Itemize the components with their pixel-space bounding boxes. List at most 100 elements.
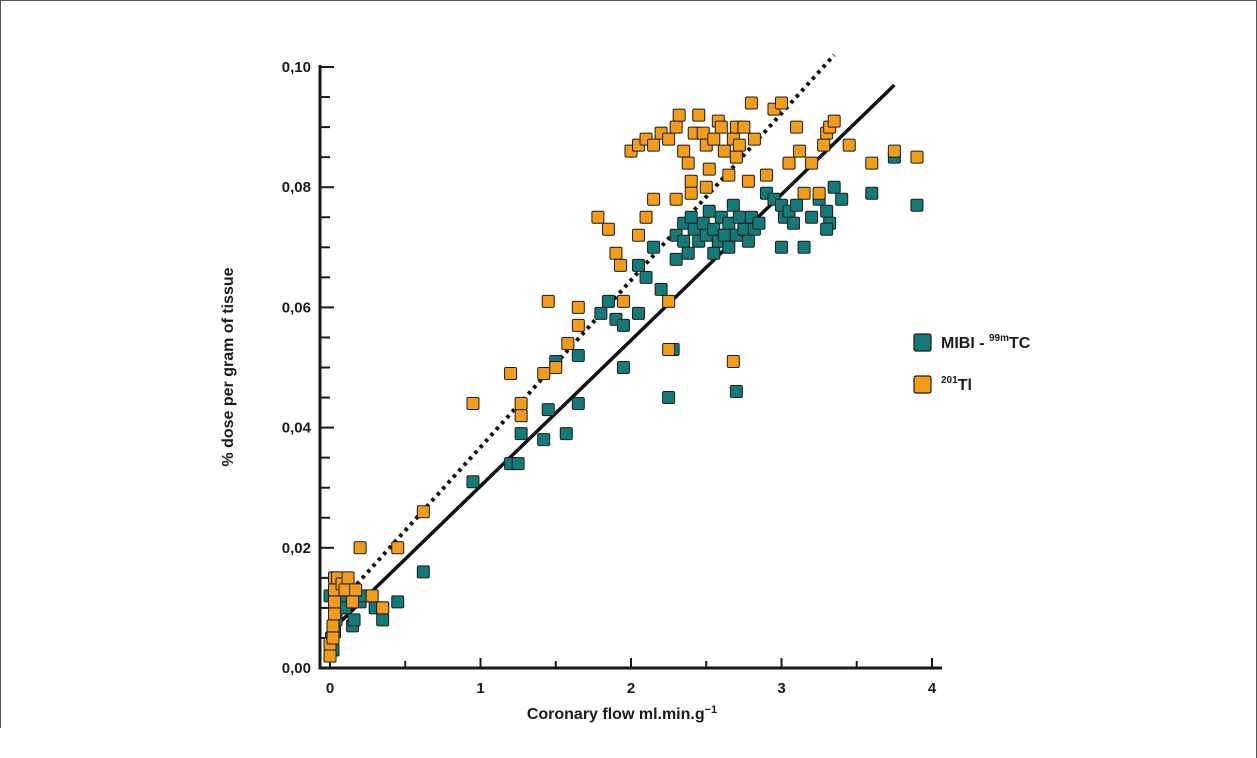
thallium-point (793, 144, 807, 158)
mibi-point (654, 282, 668, 296)
thallium-point (684, 174, 698, 188)
mibi-point (601, 294, 615, 308)
mibi-point (647, 240, 661, 254)
thallium-point (416, 505, 430, 519)
thallium-point (744, 96, 758, 110)
mibi-point (805, 210, 819, 224)
thallium-point (827, 114, 841, 128)
mibi-point (820, 204, 834, 218)
mibi-point (787, 216, 801, 230)
thallium-point (326, 619, 340, 633)
thallium-point (910, 150, 924, 164)
thallium-point (514, 397, 528, 411)
mibi-point (797, 240, 811, 254)
mibi-point (616, 318, 630, 332)
thallium-point (662, 132, 676, 146)
thallium-point (887, 144, 901, 158)
thallium-point (349, 583, 363, 597)
mibi-point (571, 348, 585, 362)
thallium-point (747, 132, 761, 146)
thallium-point (707, 132, 721, 146)
mibi-point (662, 391, 676, 405)
x-axis-title-sup: −1 (705, 704, 718, 716)
mibi-point (835, 192, 849, 206)
thallium-point (681, 156, 695, 170)
thallium-point (669, 192, 683, 206)
thallium-point (391, 541, 405, 555)
thallium-point (323, 649, 337, 663)
x-axis-title: Coronary flow ml.min.g−1 (527, 704, 717, 723)
legend: MIBI - 99mTC 201Tl (913, 333, 1031, 394)
y-axis-title: % dose per gram of tissue (220, 267, 237, 466)
mibi-point (827, 180, 841, 194)
thallium-point (537, 367, 551, 381)
thallium-point (692, 108, 706, 122)
thallium-point (647, 192, 661, 206)
thallium-point (616, 294, 630, 308)
thallium-point (613, 258, 627, 272)
thallium-point (328, 607, 342, 621)
thallium-point (669, 120, 683, 134)
thallium-point (591, 210, 605, 224)
mibi-point (639, 270, 653, 284)
axes (318, 65, 942, 670)
thallium-point (741, 174, 755, 188)
thallium-point (790, 120, 804, 134)
thallium-point (609, 246, 623, 260)
thallium-point (684, 186, 698, 200)
mibi-point (732, 210, 746, 224)
mibi-point (632, 306, 646, 320)
thallium-point (647, 138, 661, 152)
mibi-point (729, 385, 743, 399)
mibi-point (702, 204, 716, 218)
mibi-point (559, 427, 573, 441)
data-points (323, 96, 924, 663)
thallium-point (504, 367, 518, 381)
mibi-point (416, 565, 430, 579)
thallium-point (726, 354, 740, 368)
thallium-point (662, 294, 676, 308)
thallium-point (699, 180, 713, 194)
y-tick-label: 0,04 (282, 420, 312, 437)
thallium-point (466, 397, 480, 411)
mibi-point (632, 258, 646, 272)
mibi-point (820, 222, 834, 236)
regression-line-solid (328, 83, 896, 634)
mibi-point (537, 433, 551, 447)
thallium-point (549, 361, 563, 374)
thallium-point (601, 222, 615, 236)
mibi-point (514, 427, 528, 441)
tick-labels: 0,00 0,02 0,04 0,06 0,08 0,10 0 1 2 3 4 (282, 59, 937, 697)
mibi-point (790, 198, 804, 212)
thallium-point (571, 318, 585, 332)
x-tick-label: 2 (627, 680, 635, 697)
mibi-point (707, 246, 721, 260)
thallium-point (561, 336, 575, 350)
y-tick-label: 0,00 (282, 660, 311, 677)
mibi-point (677, 234, 691, 248)
thallium-point (346, 595, 360, 609)
thallium-point (341, 571, 355, 585)
y-tick-label: 0,10 (282, 59, 311, 76)
mibi-point (511, 457, 525, 471)
mibi-point (910, 198, 924, 212)
thallium-point (817, 138, 831, 152)
thallium-point (805, 156, 819, 170)
y-tick-label: 0,08 (282, 179, 311, 196)
mibi-point (466, 475, 480, 489)
mibi-point (391, 595, 405, 609)
thallium-point (842, 138, 856, 152)
mibi-point (669, 252, 683, 266)
thallium-point (514, 409, 528, 423)
thallium-point (702, 162, 716, 176)
y-tick-label: 0,06 (282, 299, 311, 316)
mibi-point (726, 198, 740, 212)
thallium-point (737, 120, 751, 134)
regression-lines (328, 53, 896, 634)
regression-line-dotted (328, 53, 836, 616)
mibi-point (347, 613, 361, 627)
x-tick-label: 4 (928, 680, 937, 697)
thallium-point (376, 601, 390, 615)
thallium-point (775, 96, 788, 110)
thallium-point (759, 168, 773, 182)
